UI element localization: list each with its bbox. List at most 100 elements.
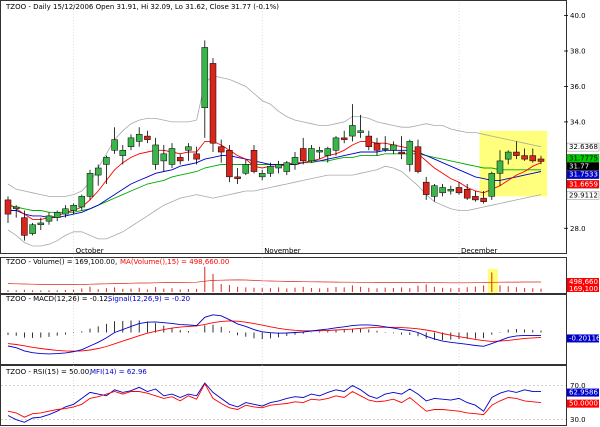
- volume-tag: 498,660: [569, 278, 598, 286]
- rsi-line: [7, 382, 542, 418]
- candle-body: [332, 137, 340, 151]
- price-tag: 31.7775: [569, 154, 598, 162]
- volume-ma-line: [7, 279, 541, 285]
- volume-panel-frame: [0, 257, 567, 294]
- volume-tag: 169,100: [569, 285, 598, 293]
- rsi-tag: 62.9586: [569, 389, 598, 397]
- volume-highlight-box: [487, 269, 498, 293]
- candle-body: [537, 158, 545, 162]
- rsi-tick-label: 30.0: [570, 416, 586, 424]
- candle-body: [53, 212, 61, 218]
- macd-line: [7, 314, 541, 355]
- candle-body: [94, 167, 102, 176]
- rsi-tag-bg: [567, 399, 599, 408]
- candle-body: [275, 164, 282, 169]
- candle-body: [29, 224, 36, 234]
- candle-body: [365, 135, 373, 147]
- candle-body: [267, 165, 274, 174]
- candle-body: [12, 206, 20, 210]
- candle-body: [521, 155, 528, 160]
- sma-blue-line: [8, 149, 542, 219]
- candle-body: [119, 150, 127, 156]
- macd-title-left: TZOO - MACD(12,26) = -0.12,: [5, 295, 110, 303]
- candle-body: [37, 222, 45, 225]
- rsi-panel-frame: [0, 365, 567, 426]
- candle-body: [513, 151, 520, 156]
- macd-panel-frame: [0, 294, 567, 365]
- candle-body: [193, 153, 200, 160]
- candle-body: [45, 215, 53, 222]
- candle-body: [209, 63, 217, 144]
- candle-body: [127, 137, 135, 147]
- price-tag: 32.6368: [569, 143, 598, 151]
- candle-body: [422, 181, 430, 195]
- rsi-tag: 50.0000: [569, 400, 598, 408]
- candle-body: [299, 148, 307, 162]
- mfi-line: [7, 382, 542, 423]
- rsi-title-right: MFI(14) = 62.96: [90, 368, 147, 376]
- price-panel-frame: [0, 0, 567, 254]
- candle-body: [381, 148, 389, 150]
- candle-body: [480, 197, 487, 202]
- volume-tag-bg: [567, 278, 599, 285]
- candle-body: [62, 208, 69, 215]
- candle-body: [390, 144, 397, 151]
- candle-body: [70, 204, 77, 211]
- price-tag: 31.6659: [569, 180, 598, 188]
- candle-body: [291, 157, 299, 165]
- price-tag-bg: [566, 162, 600, 171]
- candle-body: [176, 157, 184, 162]
- candle-body: [250, 150, 258, 172]
- x-tick-label: November: [264, 247, 301, 255]
- candle-body: [135, 134, 143, 142]
- candle-body: [111, 139, 118, 151]
- sma-red-line: [7, 140, 542, 220]
- candle-body: [373, 142, 381, 151]
- candle-body: [529, 155, 537, 162]
- candle-body: [258, 173, 266, 178]
- candle-body: [431, 185, 438, 197]
- volume-title-left: TZOO - Volume() = 169,100.00,: [5, 258, 117, 266]
- macd-title-right: Signal(12,26,9) = -0.20: [108, 295, 190, 303]
- bollinger-lower-line: [7, 165, 542, 247]
- x-tick-label: October: [76, 247, 104, 255]
- candle-body: [439, 187, 446, 194]
- candle-body: [201, 47, 209, 108]
- macd-tag-bg: [567, 334, 599, 343]
- candle-body: [308, 148, 315, 162]
- price-tag: 31.7533: [569, 171, 598, 179]
- candle-body: [144, 135, 151, 140]
- candle-body: [78, 196, 86, 208]
- price-tag-bg: [566, 180, 600, 189]
- candle-body: [455, 187, 463, 194]
- y-tick-label: 36.0: [570, 83, 586, 91]
- y-tick-label: 40.0: [570, 12, 586, 20]
- candle-body: [463, 189, 471, 199]
- y-tick-label: 28.0: [570, 225, 586, 233]
- candle-body: [488, 173, 496, 197]
- y-tick-label: 34.0: [570, 118, 586, 126]
- candle-body: [357, 130, 364, 133]
- candle-body: [86, 173, 94, 197]
- candle-body: [349, 125, 356, 137]
- price-tag-bg: [566, 142, 600, 152]
- x-tick-label: December: [461, 247, 497, 255]
- price-tag: 31.77: [569, 162, 589, 170]
- candle-body: [152, 144, 159, 165]
- candle-body: [414, 146, 422, 172]
- macd-tag: -0.20116: [569, 334, 600, 342]
- candle-body: [472, 196, 479, 201]
- candle-body: [4, 199, 12, 215]
- candle-body: [504, 151, 512, 160]
- candle-body: [316, 150, 323, 153]
- price-tag: 29.9112: [569, 191, 598, 199]
- candle-body: [340, 137, 348, 140]
- candle-body: [398, 151, 405, 155]
- candle-body: [406, 141, 414, 165]
- macd-signal-line: [7, 320, 542, 352]
- rsi-tick-label: 70.0: [570, 382, 586, 390]
- y-tick-label: 38.0: [570, 48, 586, 56]
- price-tag-bg: [566, 191, 600, 200]
